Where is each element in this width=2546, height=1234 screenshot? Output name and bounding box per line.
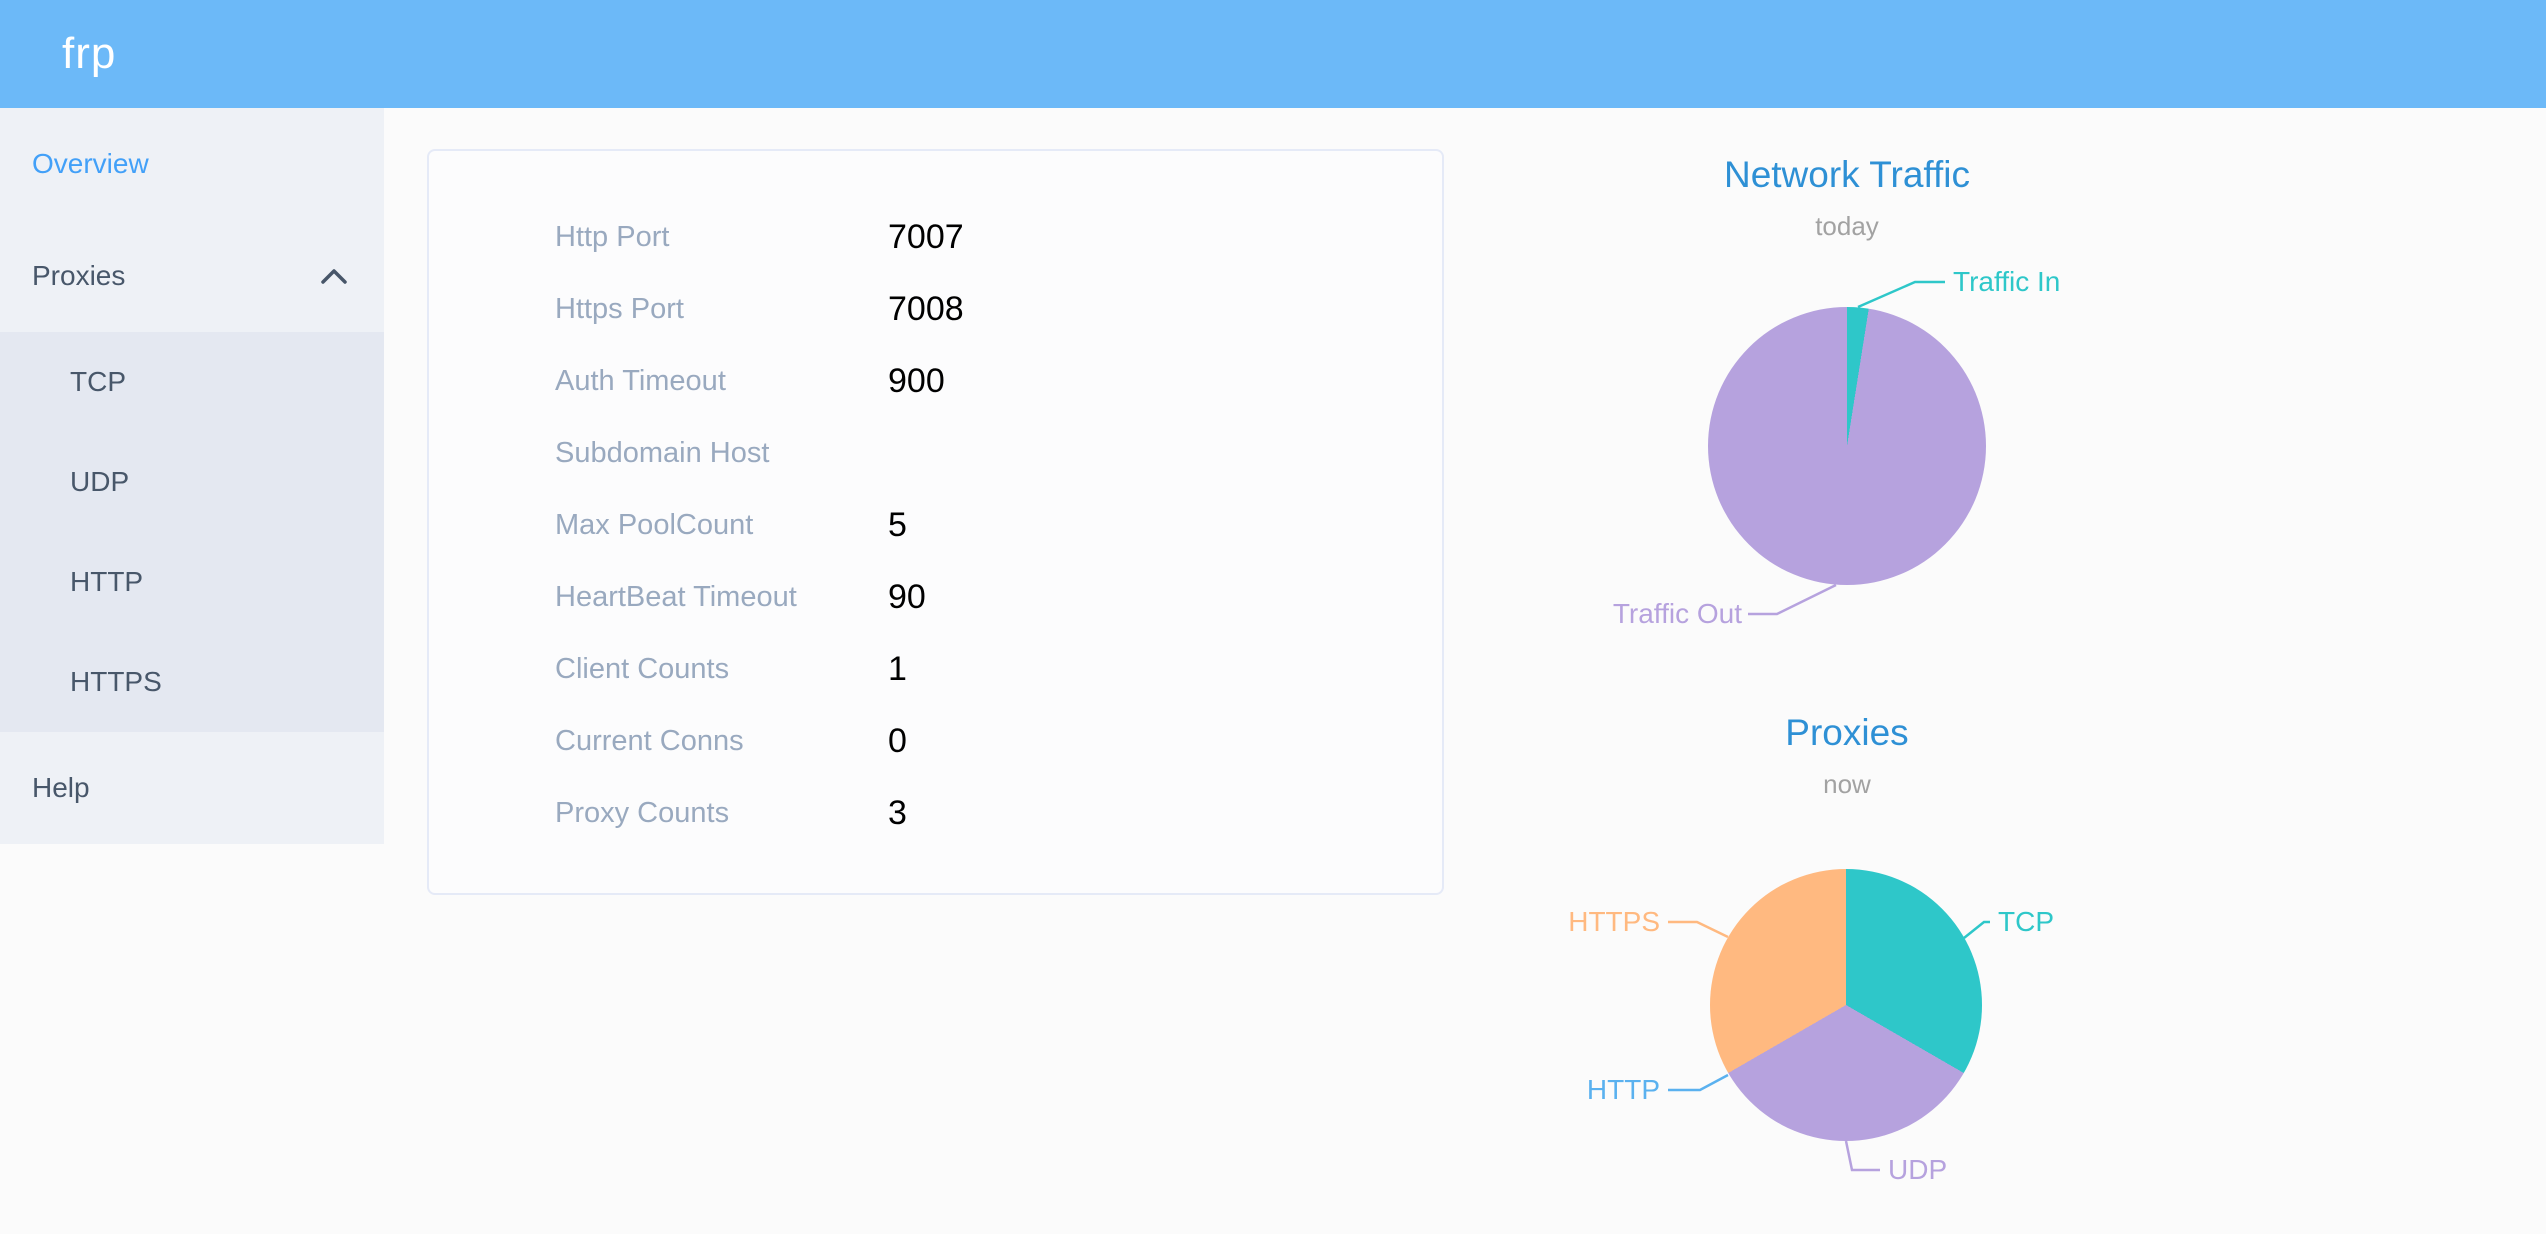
sidebar-item-help[interactable]: Help [0, 732, 384, 844]
server-info-card: Http Port 7007 Https Port 7008 Auth Time… [427, 149, 1444, 895]
proxies-pie [1710, 869, 1982, 1141]
info-value: 0 [888, 721, 907, 760]
info-row-max-poolcount: Max PoolCount 5 [429, 489, 1442, 561]
info-value: 7007 [888, 217, 964, 256]
info-label: Max PoolCount [555, 508, 754, 541]
info-label: Https Port [555, 292, 684, 325]
proxies-chart: Proxies now TCP UDP HTTP HTTPS [1527, 688, 2167, 1234]
info-label: Auth Timeout [555, 364, 726, 397]
sidebar-item-label: HTTP [70, 566, 144, 597]
info-row-client-counts: Client Counts 1 [429, 633, 1442, 705]
info-value: 3 [888, 793, 907, 832]
info-label: Client Counts [555, 652, 730, 685]
info-row-subdomain-host: Subdomain Host [429, 417, 1442, 489]
frp-logo: frp [62, 29, 117, 78]
sidebar: Overview Proxies TCP UDP HTTP HTTPS Help [0, 108, 384, 844]
info-row-heartbeat-timeout: HeartBeat Timeout 90 [429, 561, 1442, 633]
sidebar-item-label: Help [32, 772, 90, 803]
proxies-submenu: TCP UDP HTTP HTTPS [0, 332, 384, 732]
chart-title: Network Traffic [1723, 154, 1971, 195]
sidebar-item-label: UDP [70, 466, 130, 497]
info-row-http-port: Http Port 7007 [429, 201, 1442, 273]
network-traffic-chart: Network Traffic today Traffic In Traffic… [1527, 130, 2167, 660]
info-row-https-port: Https Port 7008 [429, 273, 1442, 345]
info-row-current-conns: Current Conns 0 [429, 705, 1442, 777]
sidebar-item-tcp[interactable]: TCP [0, 332, 384, 432]
sidebar-item-udp[interactable]: UDP [0, 432, 384, 532]
sidebar-item-label: Proxies [32, 260, 126, 291]
sidebar-item-http[interactable]: HTTP [0, 532, 384, 632]
info-label: Proxy Counts [555, 796, 730, 829]
info-value: 900 [888, 361, 945, 400]
chart-subtitle: now [1823, 769, 1871, 799]
app-header: frp [0, 0, 2546, 108]
info-label: Subdomain Host [555, 436, 770, 469]
info-row-proxy-counts: Proxy Counts 3 [429, 777, 1442, 849]
sidebar-item-label: TCP [70, 366, 126, 397]
info-value: 90 [888, 577, 926, 616]
info-value: 7008 [888, 289, 964, 328]
pie-label-tcp: TCP [1998, 906, 2054, 937]
pie-label-https: HTTPS [1568, 906, 1660, 937]
sidebar-item-label: Overview [32, 148, 149, 179]
sidebar-item-overview[interactable]: Overview [0, 108, 384, 220]
info-label: Current Conns [555, 724, 744, 757]
sidebar-item-proxies[interactable]: Proxies [0, 220, 384, 332]
sidebar-item-https[interactable]: HTTPS [0, 632, 384, 732]
info-value: 1 [888, 649, 907, 688]
pie-label-udp: UDP [1888, 1154, 1948, 1185]
info-label: HeartBeat Timeout [555, 580, 797, 613]
pie-label-traffic-in: Traffic In [1953, 266, 2061, 297]
info-value: 5 [888, 505, 907, 544]
info-row-auth-timeout: Auth Timeout 900 [429, 345, 1442, 417]
pie-label-http: HTTP [1586, 1074, 1660, 1105]
network-traffic-pie [1708, 307, 1986, 585]
chevron-up-icon [321, 269, 347, 284]
info-label: Http Port [555, 220, 670, 253]
sidebar-item-label: HTTPS [70, 666, 162, 697]
pie-label-traffic-out: Traffic Out [1612, 598, 1742, 629]
chart-subtitle: today [1815, 211, 1879, 241]
chart-title: Proxies [1785, 712, 1909, 753]
